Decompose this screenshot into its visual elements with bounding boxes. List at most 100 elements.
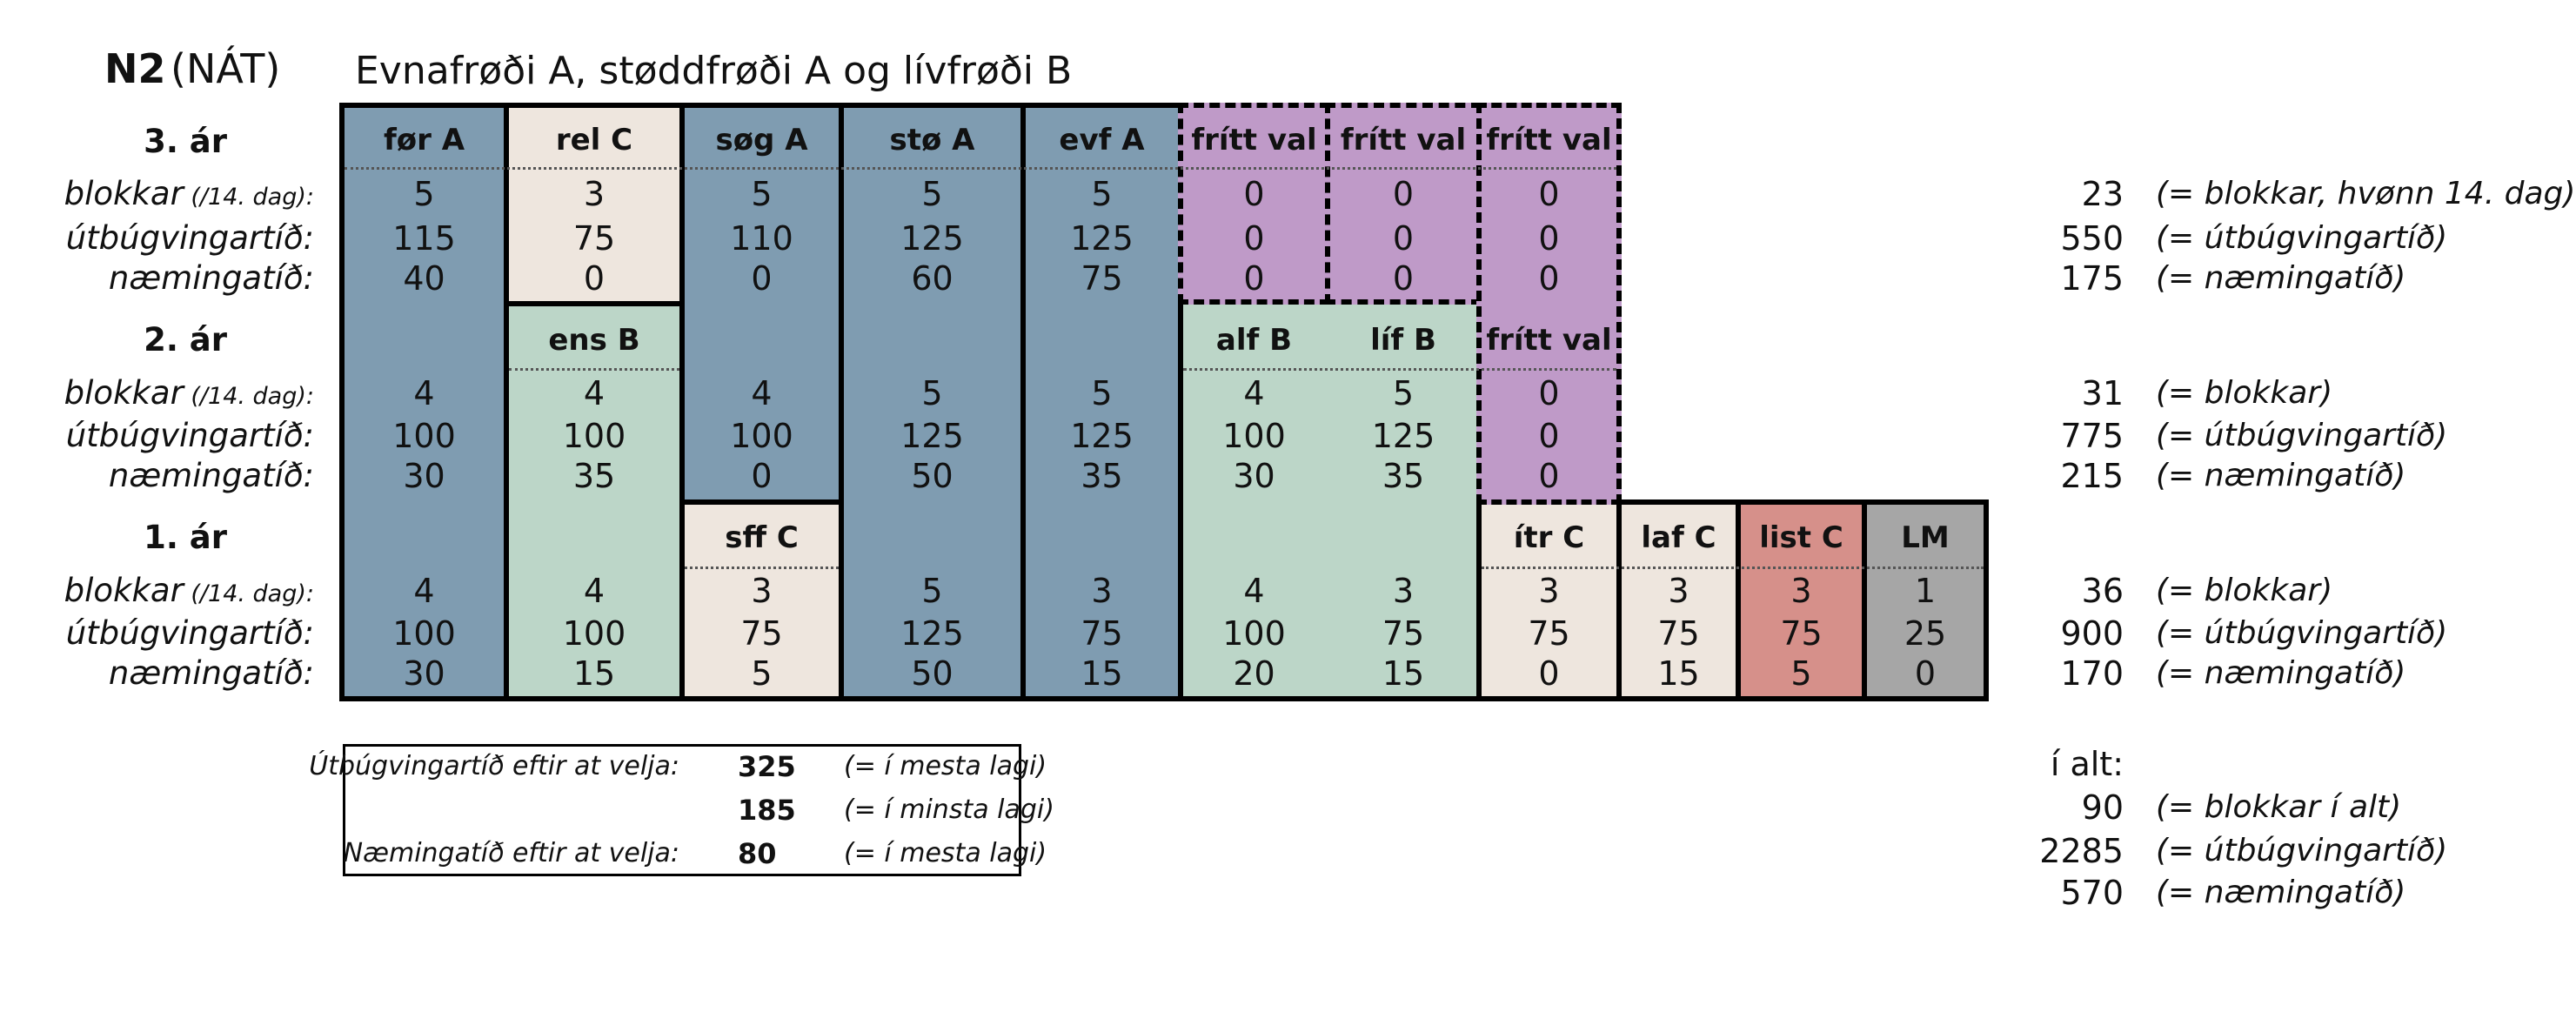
page-title: Evnafrøði A, støddfrøði A og lívfrøði B [355, 49, 1073, 93]
value-cell: 5 [413, 175, 435, 213]
subject-label: sff C [725, 520, 799, 555]
value-cell: 5 [1091, 374, 1113, 412]
naem-label: næmingatíð: [108, 654, 314, 692]
program-code: N2 [104, 45, 166, 92]
value-cell: 0 [1392, 219, 1415, 258]
value-cell: 60 [911, 259, 953, 298]
value-cell: 20 [1233, 654, 1275, 693]
total-value: 550 [2060, 219, 2124, 258]
header-separator [1482, 566, 1984, 569]
subject-label: laf C [1641, 520, 1716, 555]
value-cell: 4 [413, 374, 435, 412]
total-value: 23 [2081, 175, 2124, 213]
header-separator [1183, 368, 1616, 371]
value-cell: 0 [751, 259, 773, 298]
value-cell: 30 [1233, 457, 1275, 495]
value-cell: 125 [900, 219, 964, 258]
total-value: 31 [2081, 374, 2124, 412]
subject-label: alf B [1215, 323, 1293, 358]
value-cell: 15 [1657, 654, 1700, 693]
total-note: (= blokkar, hvønn 14. dag) [2156, 176, 2576, 211]
grand-total-label: í alt: [2050, 745, 2124, 783]
electives-note: (= í minsta lagi) [844, 794, 1054, 825]
value-cell: 4 [583, 572, 606, 610]
value-cell: 0 [1538, 654, 1560, 693]
subject-label: frítt val [1191, 123, 1317, 158]
total-value: 36 [2081, 572, 2124, 610]
total-note: (= útbúgvingartíð) [2156, 615, 2448, 651]
value-cell: 100 [1222, 417, 1286, 455]
value-cell: 0 [751, 457, 773, 495]
value-cell: 5 [751, 654, 773, 693]
subject-label: líf B [1370, 323, 1436, 358]
value-cell: 50 [911, 654, 953, 693]
program-line: (NÁT) [171, 45, 281, 92]
value-cell: 75 [1780, 614, 1823, 653]
total-value: 570 [2060, 874, 2124, 912]
total-note: (= útbúgvingartíð) [2156, 833, 2448, 868]
total-note: (= næmingatíð) [2156, 875, 2406, 910]
total-value: 170 [2060, 654, 2124, 693]
value-cell: 35 [1081, 457, 1123, 495]
value-cell: 3 [751, 572, 773, 610]
block-lm [1862, 499, 1989, 701]
block-laf-c [1616, 499, 1741, 701]
value-cell: 25 [1904, 614, 1947, 653]
total-note: (= útbúgvingartíð) [2156, 220, 2448, 256]
value-cell: 0 [1392, 259, 1415, 298]
value-cell: 0 [1392, 175, 1415, 213]
value-cell: 0 [1914, 654, 1937, 693]
value-cell: 3 [1538, 572, 1560, 610]
utbug-label: útbúgvingartíð: [65, 417, 314, 454]
total-value: 215 [2060, 457, 2124, 495]
total-note: (= næmingatíð) [2156, 458, 2406, 493]
value-cell: 15 [572, 654, 616, 693]
value-cell: 0 [1538, 175, 1560, 213]
total-note: (= blokkar) [2156, 573, 2333, 608]
value-cell: 100 [392, 417, 456, 455]
value-cell: 100 [562, 614, 626, 653]
value-cell: 125 [900, 417, 964, 455]
subject-label: frítt val [1486, 123, 1612, 158]
header-separator [685, 566, 839, 569]
value-cell: 75 [1081, 614, 1123, 653]
electives-label: Útbúgvingartíð eftir at velja: [309, 751, 679, 781]
value-cell: 3 [1790, 572, 1812, 610]
year-3-label: 3. ár [144, 123, 227, 160]
value-cell: 115 [392, 219, 456, 258]
subject-label: rel C [555, 123, 633, 158]
value-cell: 75 [1528, 614, 1570, 653]
column-evf-a [1020, 103, 1183, 701]
value-cell: 15 [1382, 654, 1425, 693]
subject-label: søg A [715, 123, 808, 158]
value-cell: 0 [1538, 219, 1560, 258]
total-note: (= næmingatíð) [2156, 655, 2406, 691]
utbug-label: útbúgvingartíð: [65, 614, 314, 652]
header-separator [509, 368, 679, 371]
total-value: 90 [2081, 788, 2124, 827]
value-cell: 75 [740, 614, 783, 653]
total-value: 775 [2060, 417, 2124, 455]
blokkar-label: blokkar (/14. dag): [64, 374, 314, 412]
subject-label: før A [383, 123, 465, 158]
value-cell: 125 [900, 614, 964, 653]
value-cell: 75 [572, 219, 616, 258]
total-note: (= útbúgvingartíð) [2156, 418, 2448, 453]
value-cell: 35 [572, 457, 616, 495]
blokkar-label: blokkar (/14. dag): [64, 175, 314, 212]
value-cell: 5 [921, 175, 943, 213]
value-cell: 5 [921, 374, 943, 412]
value-cell: 5 [1091, 175, 1113, 213]
utbug-label: útbúgvingartíð: [65, 219, 314, 257]
total-value: 2285 [2039, 832, 2124, 870]
value-cell: 100 [1222, 614, 1286, 653]
total-note: (= blokkar) [2156, 375, 2333, 411]
total-note: (= blokkar í alt) [2156, 789, 2402, 825]
value-cell: 5 [1790, 654, 1812, 693]
block-rel-c [504, 103, 685, 306]
column-for-a [339, 103, 509, 701]
block-fritt-val [1476, 103, 1622, 505]
value-cell: 40 [403, 259, 445, 298]
value-cell: 0 [1243, 219, 1265, 258]
value-cell: 125 [1371, 417, 1435, 455]
